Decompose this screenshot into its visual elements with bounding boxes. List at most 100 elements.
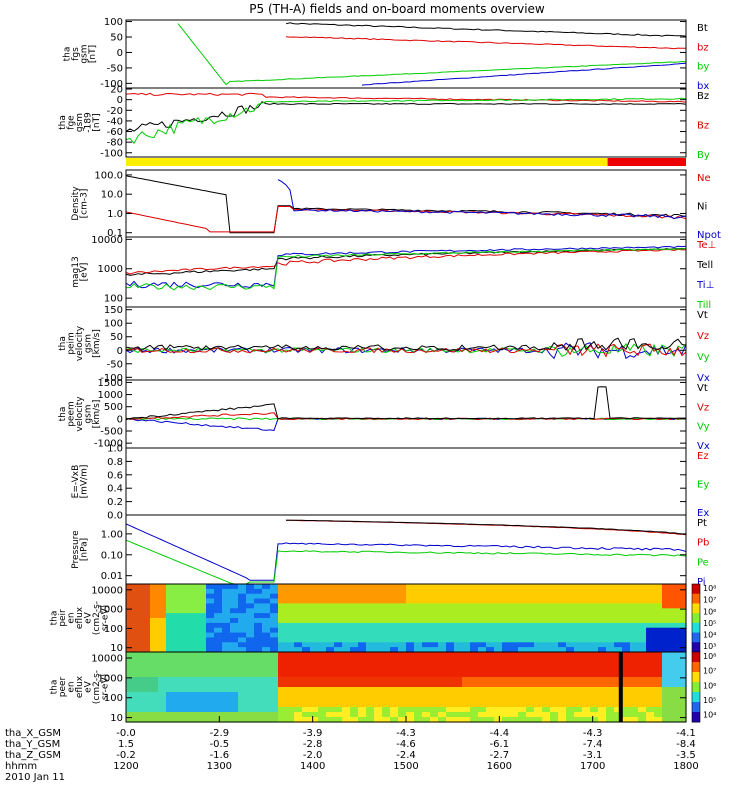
- spectrogram-cell: [406, 667, 415, 673]
- spectrogram-cell: [382, 717, 391, 723]
- spectrogram-cell: [214, 637, 223, 643]
- spectrogram-cell: [398, 707, 407, 713]
- spectrogram-cell: [286, 588, 295, 595]
- spectrogram-cell: [214, 598, 223, 605]
- spectrogram-cell: [462, 677, 471, 683]
- spectrogram-cell: [142, 642, 151, 648]
- spectrogram-cell: [142, 707, 151, 713]
- y-tick-label: 1.0: [107, 444, 123, 455]
- y-tick-label: 1000: [98, 390, 123, 401]
- spectrogram-cell: [526, 598, 535, 605]
- spectrogram-cell: [422, 627, 431, 634]
- colorbar-segment: [692, 692, 700, 703]
- spectrogram-cell: [430, 717, 439, 723]
- spectrogram-cell: [542, 712, 551, 718]
- series-line: [177, 23, 687, 86]
- spectrogram-cell: [158, 613, 167, 619]
- spectrogram-cell: [262, 677, 271, 683]
- spectrogram-cell: [126, 652, 135, 658]
- spectrogram-cell: [350, 608, 359, 614]
- spectrogram-cell: [438, 603, 447, 609]
- spectrogram-cell: [278, 637, 287, 643]
- spectrogram-cell: [598, 652, 607, 658]
- spectrogram-cell: [278, 652, 287, 658]
- spectrogram-cell: [470, 647, 479, 653]
- spectrogram-cell: [582, 707, 591, 713]
- spectrogram-cell: [486, 667, 495, 673]
- spectrogram-cell: [326, 603, 335, 609]
- spectrogram-cell: [254, 687, 263, 693]
- spectrogram-cell: [646, 584, 655, 590]
- x-row-value: -3.5: [676, 750, 696, 761]
- spectrogram-cell: [214, 647, 223, 653]
- spectrogram-cell: [262, 632, 271, 639]
- spectrogram-cell: [398, 687, 407, 693]
- spectrogram-cell: [230, 682, 239, 688]
- spectrogram-cell: [654, 667, 663, 673]
- spectrogram-cell: [326, 652, 335, 658]
- spectrogram-cell: [430, 622, 439, 629]
- spectrogram-cell: [230, 652, 239, 658]
- spectrogram-cell: [614, 588, 623, 595]
- spectrogram-cell: [566, 702, 575, 708]
- y-tick-label: -60: [107, 127, 123, 138]
- spectrogram-cell: [262, 667, 271, 673]
- spectrogram-cell: [166, 647, 175, 653]
- spectrogram-cell: [470, 692, 479, 698]
- spectrogram-cell: [542, 647, 551, 653]
- spectrogram-cell: [662, 618, 671, 624]
- spectrogram-cell: [142, 697, 151, 703]
- spectrogram-cell: [494, 613, 503, 619]
- spectrogram-cell: [678, 682, 687, 688]
- spectrogram-cell: [230, 687, 239, 693]
- spectrogram-cell: [670, 642, 679, 648]
- spectrogram-cell: [550, 593, 559, 600]
- spectrogram-cell: [350, 647, 359, 653]
- spectrogram-cell: [150, 637, 159, 643]
- spectrogram-cell: [222, 717, 231, 723]
- spectrogram-cell: [358, 647, 367, 653]
- spectrogram-cell: [414, 717, 423, 723]
- y-axis-label: tha: [62, 47, 72, 62]
- spectrogram-cell: [622, 632, 631, 639]
- spectrogram-cell: [310, 657, 319, 663]
- legend-label: Vt: [697, 310, 708, 321]
- spectrogram-cell: [398, 598, 407, 605]
- spectrogram-cell: [494, 603, 503, 609]
- spectrogram-cell: [334, 662, 343, 668]
- spectrogram-cell: [606, 608, 615, 614]
- spectrogram-cell: [638, 657, 647, 663]
- spectrogram-cell: [286, 618, 295, 624]
- spectrogram-cell: [334, 652, 343, 658]
- spectrogram-cell: [230, 598, 239, 605]
- spectrogram-cell: [254, 657, 263, 663]
- spectrogram-cell: [606, 692, 615, 698]
- spectrogram-cell: [158, 652, 167, 658]
- spectrogram-cell: [486, 647, 495, 653]
- spectrogram-cell: [142, 584, 151, 590]
- spectrogram-cell: [374, 682, 383, 688]
- spectrogram-cell: [166, 584, 175, 590]
- spectrogram-cell: [510, 667, 519, 673]
- spectrogram-cell: [334, 692, 343, 698]
- spectrogram-cell: [310, 588, 319, 595]
- spectrogram-cell: [526, 707, 535, 713]
- spectrogram-cell: [366, 672, 375, 678]
- spectrogram-cell: [214, 712, 223, 718]
- spectrogram-cell: [414, 687, 423, 693]
- spectrogram-cell: [326, 702, 335, 708]
- spectrogram-cell: [246, 717, 255, 723]
- spectrogram-cell: [534, 622, 543, 629]
- plot-title: P5 (TH-A) fields and on-board moments ov…: [249, 2, 545, 16]
- spectrogram-cell: [502, 687, 511, 693]
- spectrogram-cell: [422, 622, 431, 629]
- spectrogram-cell: [478, 603, 487, 609]
- spectrogram-cell: [422, 618, 431, 624]
- spectrogram-cell: [502, 618, 511, 624]
- spectrogram-cell: [614, 627, 623, 634]
- spectrogram-cell: [158, 584, 167, 590]
- spectrogram-cell: [678, 667, 687, 673]
- spectrogram-cell: [318, 712, 327, 718]
- spectrogram-cell: [190, 717, 199, 723]
- spectrogram-cell: [374, 632, 383, 639]
